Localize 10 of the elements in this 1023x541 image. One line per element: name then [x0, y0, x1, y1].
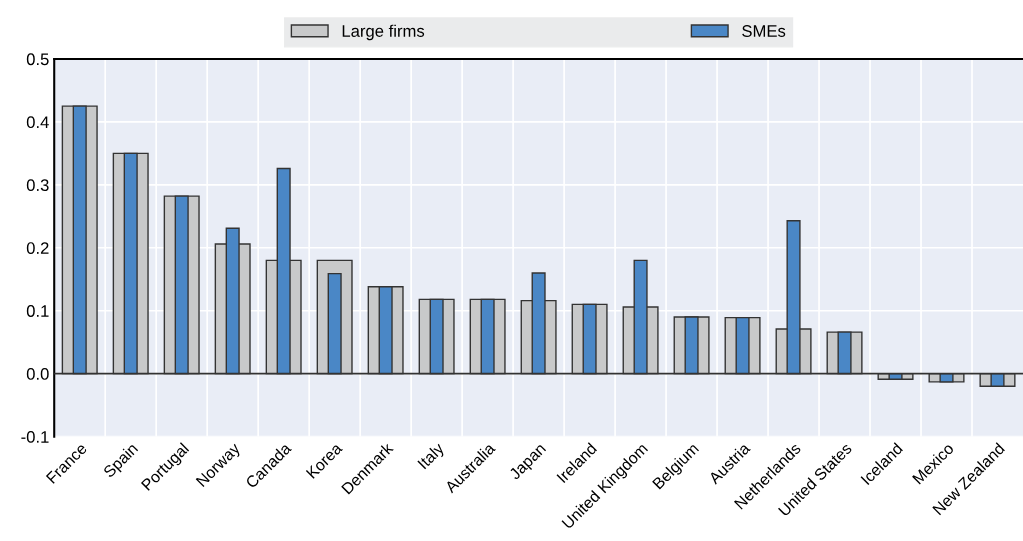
legend-label: SMEs [742, 25, 786, 37]
legend-label: Large firms [342, 24, 425, 41]
y-tick-label: 0.3 [26, 179, 49, 192]
y-tick-label: -0.1 [21, 430, 49, 443]
y-tick-label: 0.5 [26, 53, 49, 66]
x-tick-label: Italy [416, 441, 448, 472]
y-tick-label: 0.0 [26, 368, 49, 380]
y-tick-label: 0.4 [26, 116, 49, 129]
y-tick-label: 0.1 [26, 305, 49, 317]
y-tick-label: 0.2 [26, 242, 49, 254]
